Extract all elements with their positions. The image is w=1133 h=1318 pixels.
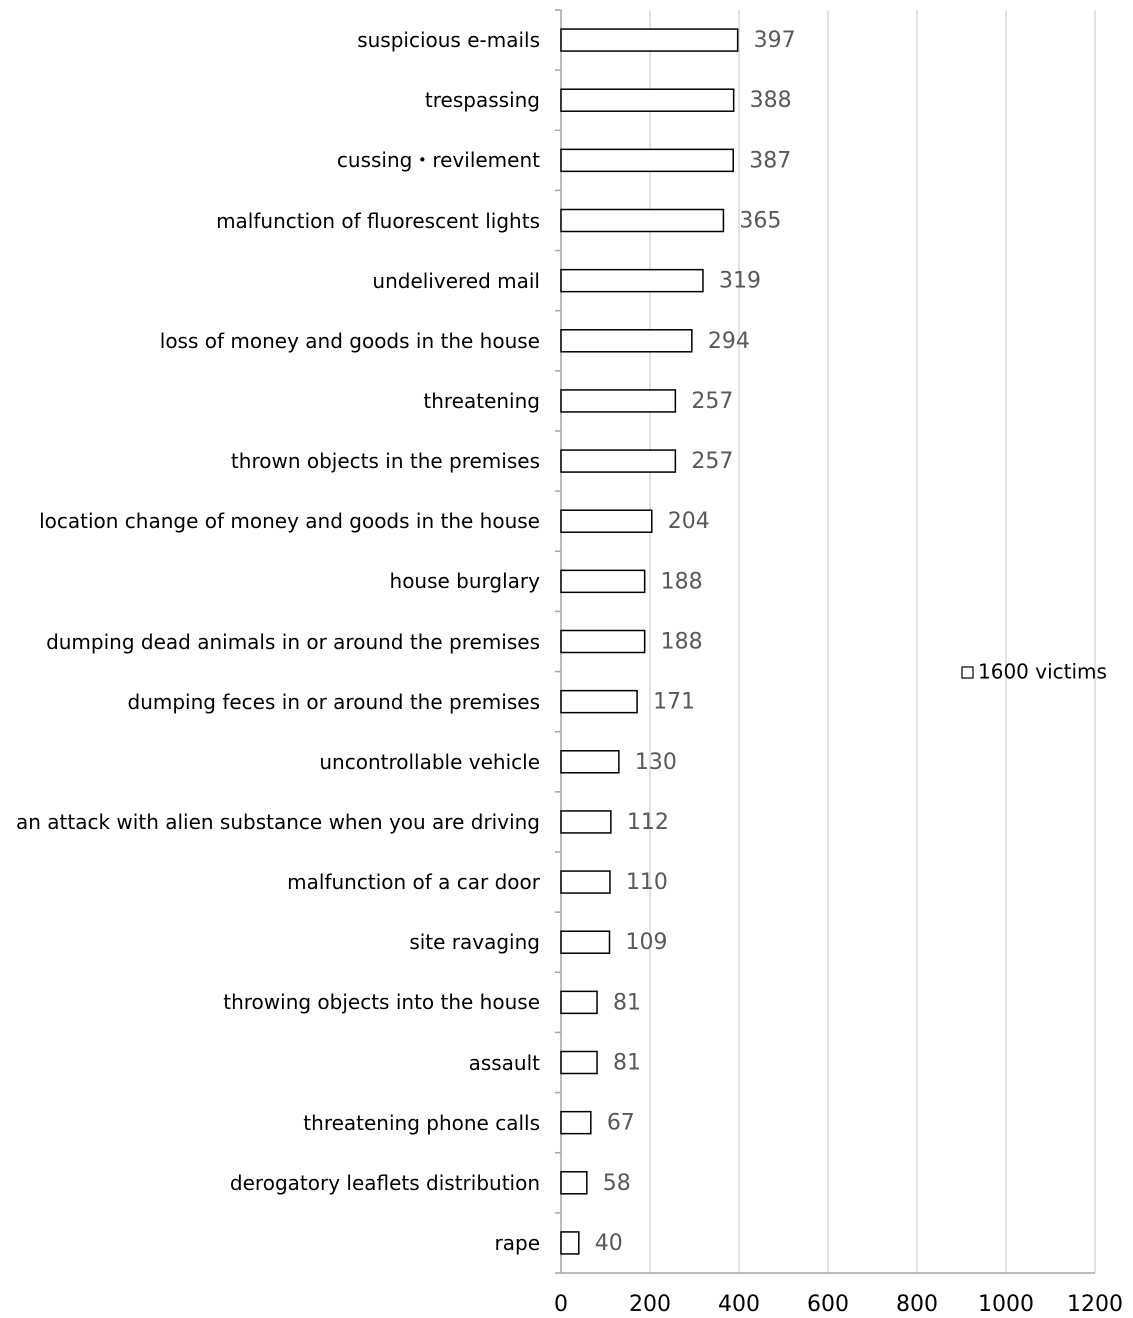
category-label: assault [468,1050,540,1075]
bar [560,810,612,834]
data-label: 204 [668,509,710,534]
data-label: 257 [691,449,733,474]
x-tick-label: 0 [554,1292,568,1317]
bar [560,629,646,654]
category-label: threatening phone calls [303,1110,540,1135]
bar [560,930,611,954]
category-label: cussing・revilement [336,148,540,173]
bar [560,28,739,52]
bar [560,208,725,233]
data-label: 397 [754,28,796,53]
category-label: undelivered mail [372,268,540,293]
bar [560,389,677,413]
data-label: 257 [691,389,733,414]
category-label: dumping dead animals in or around the pr… [46,629,540,654]
bar [560,148,734,173]
data-label: 294 [708,329,750,354]
data-label: 171 [653,690,695,715]
category-label: house burglary [389,569,540,594]
category-label: site ravaging [409,930,540,955]
category-label: an attack with alien substance when you … [16,809,540,834]
bar [560,88,735,112]
category-label: uncontrollable vehicle [319,749,540,774]
category-label: thrown objects in the premises [230,449,540,474]
category-label: location change of money and goods in th… [39,509,540,534]
category-label: trespassing [424,88,540,113]
data-label: 188 [661,569,703,594]
x-tick-label: 1000 [978,1292,1034,1317]
data-label: 112 [627,810,669,835]
data-label: 109 [626,930,668,955]
category-label: loss of money and goods in the house [159,328,540,353]
data-label: 188 [661,630,703,655]
data-label: 110 [626,870,668,895]
data-label: 67 [607,1111,635,1136]
data-label: 81 [613,990,641,1015]
bar [560,750,620,774]
category-label: suspicious e-mails [357,28,540,53]
bar [560,329,693,353]
x-tick-label: 400 [718,1292,760,1317]
bar [560,1171,588,1195]
bar [560,569,646,594]
x-tick-label: 800 [896,1292,938,1317]
bar [560,1110,592,1135]
data-label: 319 [719,269,761,294]
bar [560,1231,580,1255]
legend-swatch [961,666,974,679]
category-label: malfunction of a car door [287,870,540,895]
category-label: throwing objects into the house [223,990,540,1015]
data-label: 365 [739,209,781,234]
bar [560,449,677,473]
bar [560,689,638,714]
bar [560,990,598,1015]
data-label: 130 [635,750,677,775]
bar [560,1050,598,1075]
data-label: 58 [603,1171,631,1196]
data-label: 40 [595,1231,623,1256]
category-label: rape [494,1230,540,1255]
category-label: derogatory leaflets distribution [229,1170,540,1195]
bar [560,870,611,894]
x-tick-label: 600 [807,1292,849,1317]
data-label: 388 [750,88,792,113]
x-tick-label: 200 [629,1292,671,1317]
category-label: threatening [423,388,540,413]
data-label: 387 [749,148,791,173]
legend-label: 1600 victims [978,660,1107,684]
x-tick-label: 1200 [1067,1292,1123,1317]
bar [560,268,704,293]
data-label: 81 [613,1051,641,1076]
category-label: dumping feces in or around the premises [127,689,541,714]
category-label: malfunction of fluorescent lights [216,208,540,233]
bar [560,509,653,533]
